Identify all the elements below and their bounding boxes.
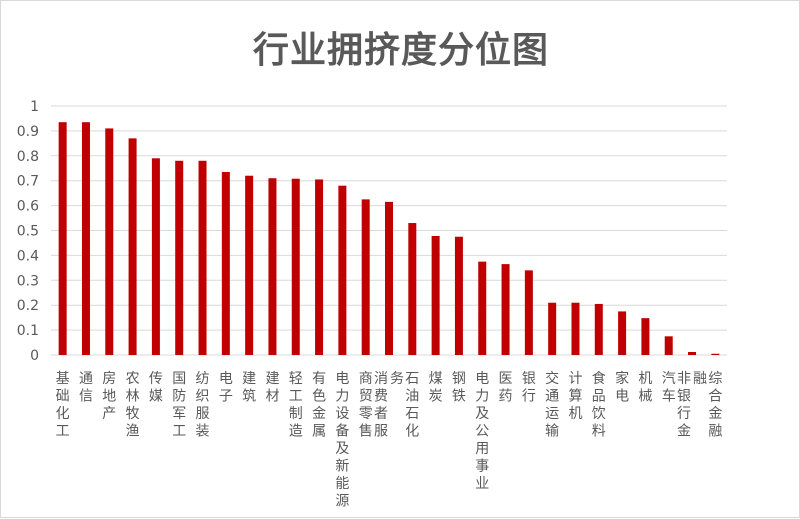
bar bbox=[688, 352, 697, 355]
y-tick-label: 0.3 bbox=[17, 273, 39, 289]
y-tick-label: 0.4 bbox=[17, 248, 39, 264]
category-label: 农林牧渔 bbox=[126, 371, 140, 440]
category-label: 传媒 bbox=[149, 371, 163, 405]
category-label: 石油石化 bbox=[405, 371, 419, 440]
y-tick-label: 0.1 bbox=[17, 323, 39, 339]
bar bbox=[338, 185, 347, 355]
y-tick-label: 0.7 bbox=[17, 174, 39, 190]
chart-title: 行业拥挤度分位图 bbox=[252, 30, 549, 71]
y-tick-label: 0 bbox=[30, 348, 39, 364]
category-label: 机械 bbox=[638, 371, 652, 405]
category-label: 有色金属 bbox=[312, 371, 326, 440]
y-tick-label: 1 bbox=[30, 99, 39, 115]
category-label: 基础化工 bbox=[56, 370, 70, 440]
y-tick-label: 0.2 bbox=[17, 298, 39, 314]
bar bbox=[221, 171, 230, 355]
bar bbox=[175, 160, 184, 355]
category-label: 计算机 bbox=[568, 371, 582, 422]
bar bbox=[151, 158, 160, 355]
bar bbox=[198, 160, 207, 355]
category-label: 建材 bbox=[265, 371, 279, 405]
bar bbox=[291, 178, 300, 355]
category-label: 银行 bbox=[522, 371, 536, 405]
bar bbox=[408, 223, 417, 355]
bar bbox=[58, 122, 67, 355]
category-label: 通信 bbox=[79, 371, 93, 405]
bar bbox=[105, 128, 114, 355]
bar bbox=[664, 336, 673, 355]
y-tick-label: 0.5 bbox=[17, 224, 39, 240]
category-label: 建筑 bbox=[242, 371, 256, 405]
category-label: 交通运输 bbox=[545, 370, 559, 440]
category-label: 食品饮料 bbox=[592, 370, 606, 440]
bar bbox=[361, 199, 370, 355]
category-label: 商贸零售 bbox=[359, 371, 373, 440]
bar bbox=[245, 175, 254, 355]
bar bbox=[641, 318, 650, 355]
bar bbox=[81, 122, 90, 355]
bar bbox=[128, 138, 137, 355]
category-label: 医药 bbox=[499, 371, 513, 405]
category-label: 房地产 bbox=[102, 371, 116, 422]
bar bbox=[571, 302, 580, 355]
bar bbox=[524, 270, 533, 355]
y-tick-label: 0.6 bbox=[17, 199, 39, 215]
category-label: 家电 bbox=[615, 370, 629, 405]
bar bbox=[315, 179, 324, 355]
bar bbox=[548, 302, 557, 355]
category-label: 纺织服装 bbox=[196, 371, 210, 440]
y-tick-label: 0.8 bbox=[17, 149, 39, 165]
category-label: 煤炭 bbox=[429, 371, 443, 405]
category-label: 消费者服务 bbox=[374, 371, 404, 440]
category-label: 汽车 bbox=[662, 371, 676, 405]
category-label: 电子 bbox=[219, 371, 233, 405]
bar bbox=[501, 264, 510, 355]
bar bbox=[478, 261, 487, 355]
category-label: 非银行金融 bbox=[677, 371, 707, 440]
bar bbox=[618, 311, 627, 355]
y-tick-label: 0.9 bbox=[17, 124, 39, 140]
category-label: 轻工制造 bbox=[289, 371, 303, 440]
category-label: 电力及公用事业 bbox=[475, 371, 489, 492]
bar bbox=[454, 236, 463, 355]
category-label: 电力设备及新能源 bbox=[335, 371, 349, 510]
category-label: 综合金融 bbox=[708, 371, 722, 440]
bar bbox=[268, 178, 277, 355]
bar bbox=[594, 303, 603, 355]
category-label: 钢铁 bbox=[452, 371, 466, 405]
category-label: 国防军工 bbox=[172, 371, 186, 440]
bar bbox=[431, 235, 440, 355]
bar bbox=[385, 201, 393, 355]
bar bbox=[711, 353, 720, 355]
